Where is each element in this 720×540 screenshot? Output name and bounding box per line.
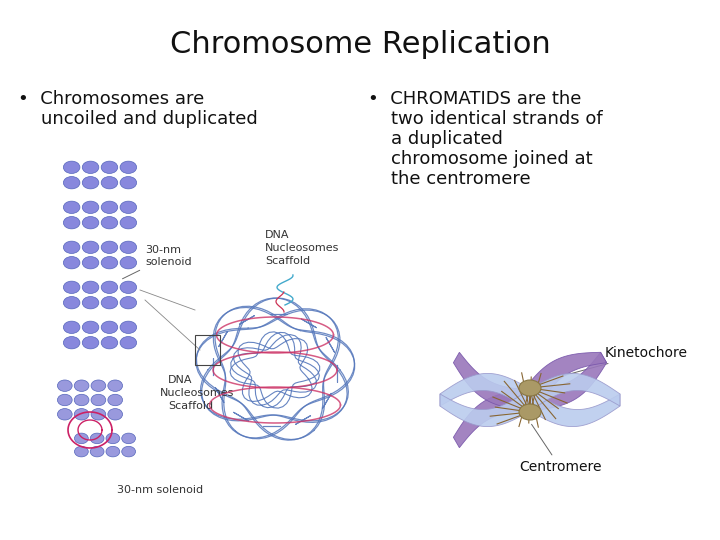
Ellipse shape xyxy=(519,380,541,396)
Text: the centromere: the centromere xyxy=(368,170,531,188)
Ellipse shape xyxy=(102,241,118,253)
Ellipse shape xyxy=(102,177,118,189)
Ellipse shape xyxy=(82,217,99,229)
Ellipse shape xyxy=(106,447,120,457)
Ellipse shape xyxy=(74,394,89,406)
Text: Kinetochore: Kinetochore xyxy=(558,346,688,377)
Ellipse shape xyxy=(63,217,80,229)
Ellipse shape xyxy=(102,217,118,229)
Ellipse shape xyxy=(120,241,137,253)
Ellipse shape xyxy=(102,256,118,269)
Ellipse shape xyxy=(63,281,80,293)
Ellipse shape xyxy=(120,161,137,173)
Text: Chromosome Replication: Chromosome Replication xyxy=(170,30,550,59)
Ellipse shape xyxy=(120,321,137,334)
Polygon shape xyxy=(524,352,607,410)
Ellipse shape xyxy=(102,281,118,293)
Text: Centromere: Centromere xyxy=(518,424,601,474)
Ellipse shape xyxy=(82,201,99,213)
Text: 30-nm
solenoid: 30-nm solenoid xyxy=(122,245,192,279)
Text: a duplicated: a duplicated xyxy=(368,130,503,148)
Ellipse shape xyxy=(102,336,118,349)
Ellipse shape xyxy=(63,177,80,189)
Ellipse shape xyxy=(90,447,104,457)
Ellipse shape xyxy=(122,433,135,444)
Ellipse shape xyxy=(74,380,89,392)
Ellipse shape xyxy=(82,177,99,189)
Polygon shape xyxy=(440,389,530,427)
Text: two identical strands of: two identical strands of xyxy=(368,110,603,128)
Ellipse shape xyxy=(122,447,135,457)
Ellipse shape xyxy=(120,296,137,309)
Text: DNA: DNA xyxy=(168,375,192,385)
Ellipse shape xyxy=(58,409,72,420)
Ellipse shape xyxy=(82,321,99,334)
Ellipse shape xyxy=(102,321,118,334)
Ellipse shape xyxy=(63,256,80,269)
Bar xyxy=(195,335,220,365)
Text: Nucleosomes: Nucleosomes xyxy=(265,243,339,253)
Ellipse shape xyxy=(82,296,99,309)
Polygon shape xyxy=(524,352,607,410)
Ellipse shape xyxy=(108,380,122,392)
Ellipse shape xyxy=(82,256,99,269)
Polygon shape xyxy=(454,352,536,410)
Text: chromosome joined at: chromosome joined at xyxy=(368,150,593,168)
Ellipse shape xyxy=(120,201,137,213)
Ellipse shape xyxy=(91,380,106,392)
Ellipse shape xyxy=(74,409,89,420)
Ellipse shape xyxy=(82,336,99,349)
Polygon shape xyxy=(454,389,536,448)
Ellipse shape xyxy=(74,433,89,444)
Text: •  CHROMATIDS are the: • CHROMATIDS are the xyxy=(368,90,581,108)
Ellipse shape xyxy=(82,241,99,253)
Ellipse shape xyxy=(63,201,80,213)
Ellipse shape xyxy=(102,296,118,309)
Polygon shape xyxy=(530,374,620,411)
Ellipse shape xyxy=(63,296,80,309)
Ellipse shape xyxy=(519,404,541,420)
Ellipse shape xyxy=(120,281,137,293)
Ellipse shape xyxy=(58,380,72,392)
Ellipse shape xyxy=(58,394,72,406)
Ellipse shape xyxy=(63,161,80,173)
Text: DNA: DNA xyxy=(265,230,289,240)
Ellipse shape xyxy=(102,161,118,173)
Ellipse shape xyxy=(120,336,137,349)
Ellipse shape xyxy=(106,433,120,444)
Ellipse shape xyxy=(91,409,106,420)
Ellipse shape xyxy=(74,447,89,457)
Ellipse shape xyxy=(63,321,80,334)
Ellipse shape xyxy=(120,256,137,269)
Ellipse shape xyxy=(82,281,99,293)
Ellipse shape xyxy=(120,217,137,229)
Ellipse shape xyxy=(63,241,80,253)
Polygon shape xyxy=(530,389,620,427)
Ellipse shape xyxy=(82,161,99,173)
Text: Nucleosomes: Nucleosomes xyxy=(160,388,235,398)
Ellipse shape xyxy=(63,336,80,349)
Text: 30-nm solenoid: 30-nm solenoid xyxy=(117,485,203,495)
Text: Scaffold: Scaffold xyxy=(168,401,213,411)
Polygon shape xyxy=(440,374,530,411)
Ellipse shape xyxy=(108,394,122,406)
Ellipse shape xyxy=(91,394,106,406)
Ellipse shape xyxy=(102,201,118,213)
Ellipse shape xyxy=(90,433,104,444)
Ellipse shape xyxy=(120,177,137,189)
Text: •  Chromosomes are: • Chromosomes are xyxy=(18,90,204,108)
Text: uncoiled and duplicated: uncoiled and duplicated xyxy=(18,110,258,128)
Ellipse shape xyxy=(108,409,122,420)
Text: Scaffold: Scaffold xyxy=(265,256,310,266)
